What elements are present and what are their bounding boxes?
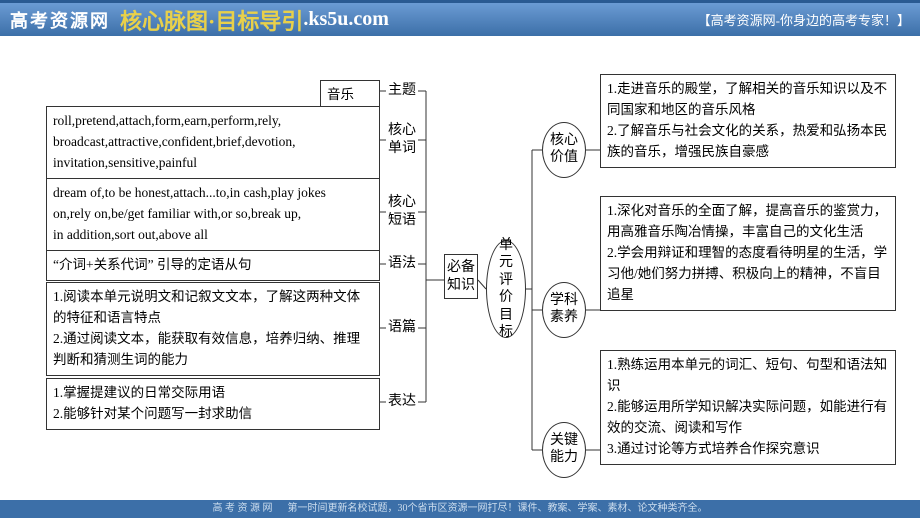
left-category-label: 语篇: [388, 319, 416, 337]
center-unit-goal: 单元评价目标: [486, 240, 526, 338]
left-content-box: roll,pretend,attach,form,earn,perform,re…: [46, 106, 380, 179]
right-content-box: 1.走进音乐的殿堂，了解相关的音乐知识以及不同国家和地区的音乐风格 2.了解音乐…: [600, 74, 896, 168]
left-category-label: 表达: [388, 393, 416, 411]
left-category-label: 语法: [388, 255, 416, 273]
right-category-oval: 学科 素养: [542, 282, 586, 338]
left-content-box: 1.掌握提建议的日常交际用语 2.能够针对某个问题写一封求助信: [46, 378, 380, 430]
right-category-oval: 核心 价值: [542, 122, 586, 178]
header-tagline: 【高考资源网-你身边的高考专家！】: [698, 10, 910, 29]
left-content-box: dream of,to be honest,attach...to,in cas…: [46, 178, 380, 251]
right-content-box: 1.深化对音乐的全面了解，提高音乐的鉴赏力，用高雅音乐陶冶情操，丰富自己的文化生…: [600, 196, 896, 311]
hub-required-knowledge: 必备 知识: [444, 254, 478, 299]
left-content-box: “介词+关系代词” 引导的定语从句: [46, 250, 380, 281]
left-category-label: 主题: [388, 82, 416, 100]
site-url: .ks5u.com: [303, 8, 389, 31]
right-category-oval: 关键 能力: [542, 422, 586, 478]
left-content-box: 1.阅读本单元说明文和记叙文文本，了解这两种文体的特征和语言特点 2.通过阅读文…: [46, 282, 380, 376]
site-logo-cn: 高考资源网: [10, 7, 110, 33]
right-content-box: 1.熟练运用本单元的词汇、短句、句型和语法知识 2.能够运用所学知识解决实际问题…: [600, 350, 896, 465]
left-category-label: 核心 单词: [388, 122, 416, 158]
left-category-label: 核心 短语: [388, 194, 416, 230]
header-left: 高考资源网 核心脉图·目标导引 .ks5u.com: [10, 4, 389, 36]
diagram-area: 音乐主题roll,pretend,attach,form,earn,perfor…: [0, 36, 920, 506]
page-header: 高考资源网 核心脉图·目标导引 .ks5u.com 【高考资源网-你身边的高考专…: [0, 0, 920, 36]
page-title: 核心脉图·目标导引: [120, 4, 303, 36]
page-footer: 高 考 资 源 网 第一时间更新名校试题，30个省市区资源一网打尽！课件、教案、…: [0, 500, 920, 518]
